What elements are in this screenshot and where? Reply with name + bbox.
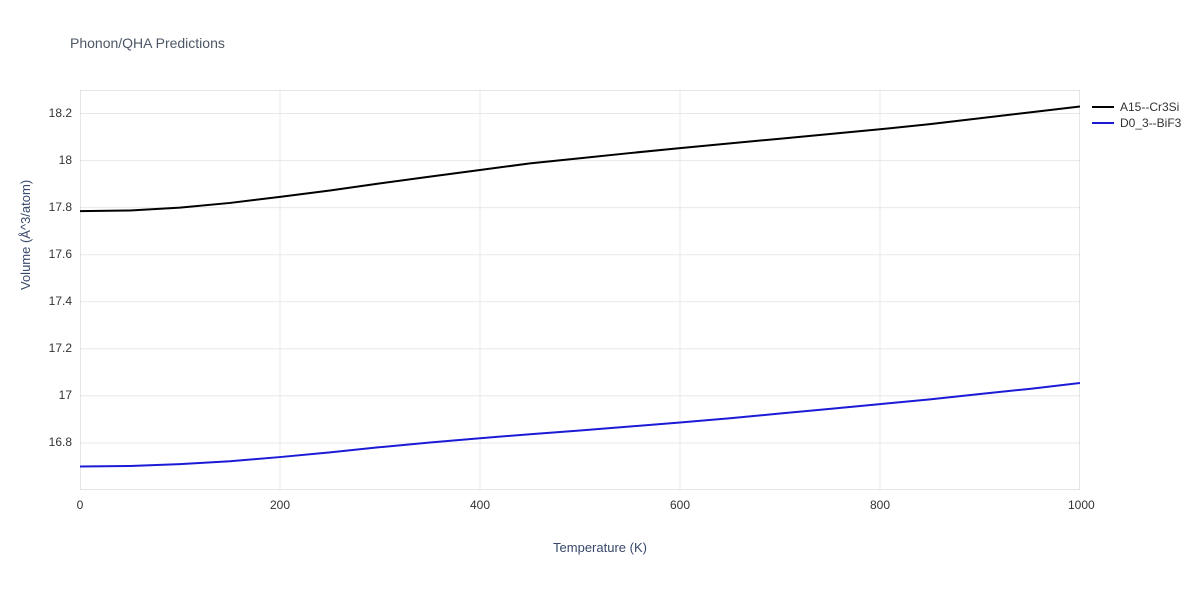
y-tick-label: 17.2 xyxy=(49,341,72,355)
chart-container: Phonon/QHA Predictions Volume (Å^3/atom)… xyxy=(0,0,1200,600)
legend-label: A15--Cr3Si xyxy=(1120,100,1179,114)
series-line xyxy=(80,106,1080,211)
y-axis-label: Volume (Å^3/atom) xyxy=(18,180,33,290)
legend: A15--Cr3Si D0_3--BiF3 xyxy=(1092,100,1181,132)
y-tick-label: 18 xyxy=(59,153,72,167)
plot-area xyxy=(80,90,1080,490)
x-tick-label: 200 xyxy=(268,498,292,512)
y-tick-label: 17.8 xyxy=(49,200,72,214)
y-tick-label: 17.4 xyxy=(49,294,72,308)
legend-item[interactable]: A15--Cr3Si xyxy=(1092,100,1181,114)
plot-svg xyxy=(80,90,1080,490)
x-axis-label: Temperature (K) xyxy=(0,540,1200,555)
legend-item[interactable]: D0_3--BiF3 xyxy=(1092,116,1181,130)
x-tick-label: 0 xyxy=(68,498,92,512)
x-tick-label: 800 xyxy=(868,498,892,512)
y-tick-label: 16.8 xyxy=(49,435,72,449)
x-tick-label: 600 xyxy=(668,498,692,512)
legend-swatch xyxy=(1092,122,1114,124)
chart-title: Phonon/QHA Predictions xyxy=(70,35,225,51)
y-tick-label: 17.6 xyxy=(49,247,72,261)
y-tick-label: 17 xyxy=(59,388,72,402)
legend-label: D0_3--BiF3 xyxy=(1120,116,1181,130)
x-tick-label: 1000 xyxy=(1068,498,1092,512)
x-tick-label: 400 xyxy=(468,498,492,512)
legend-swatch xyxy=(1092,106,1114,108)
y-tick-label: 18.2 xyxy=(49,106,72,120)
